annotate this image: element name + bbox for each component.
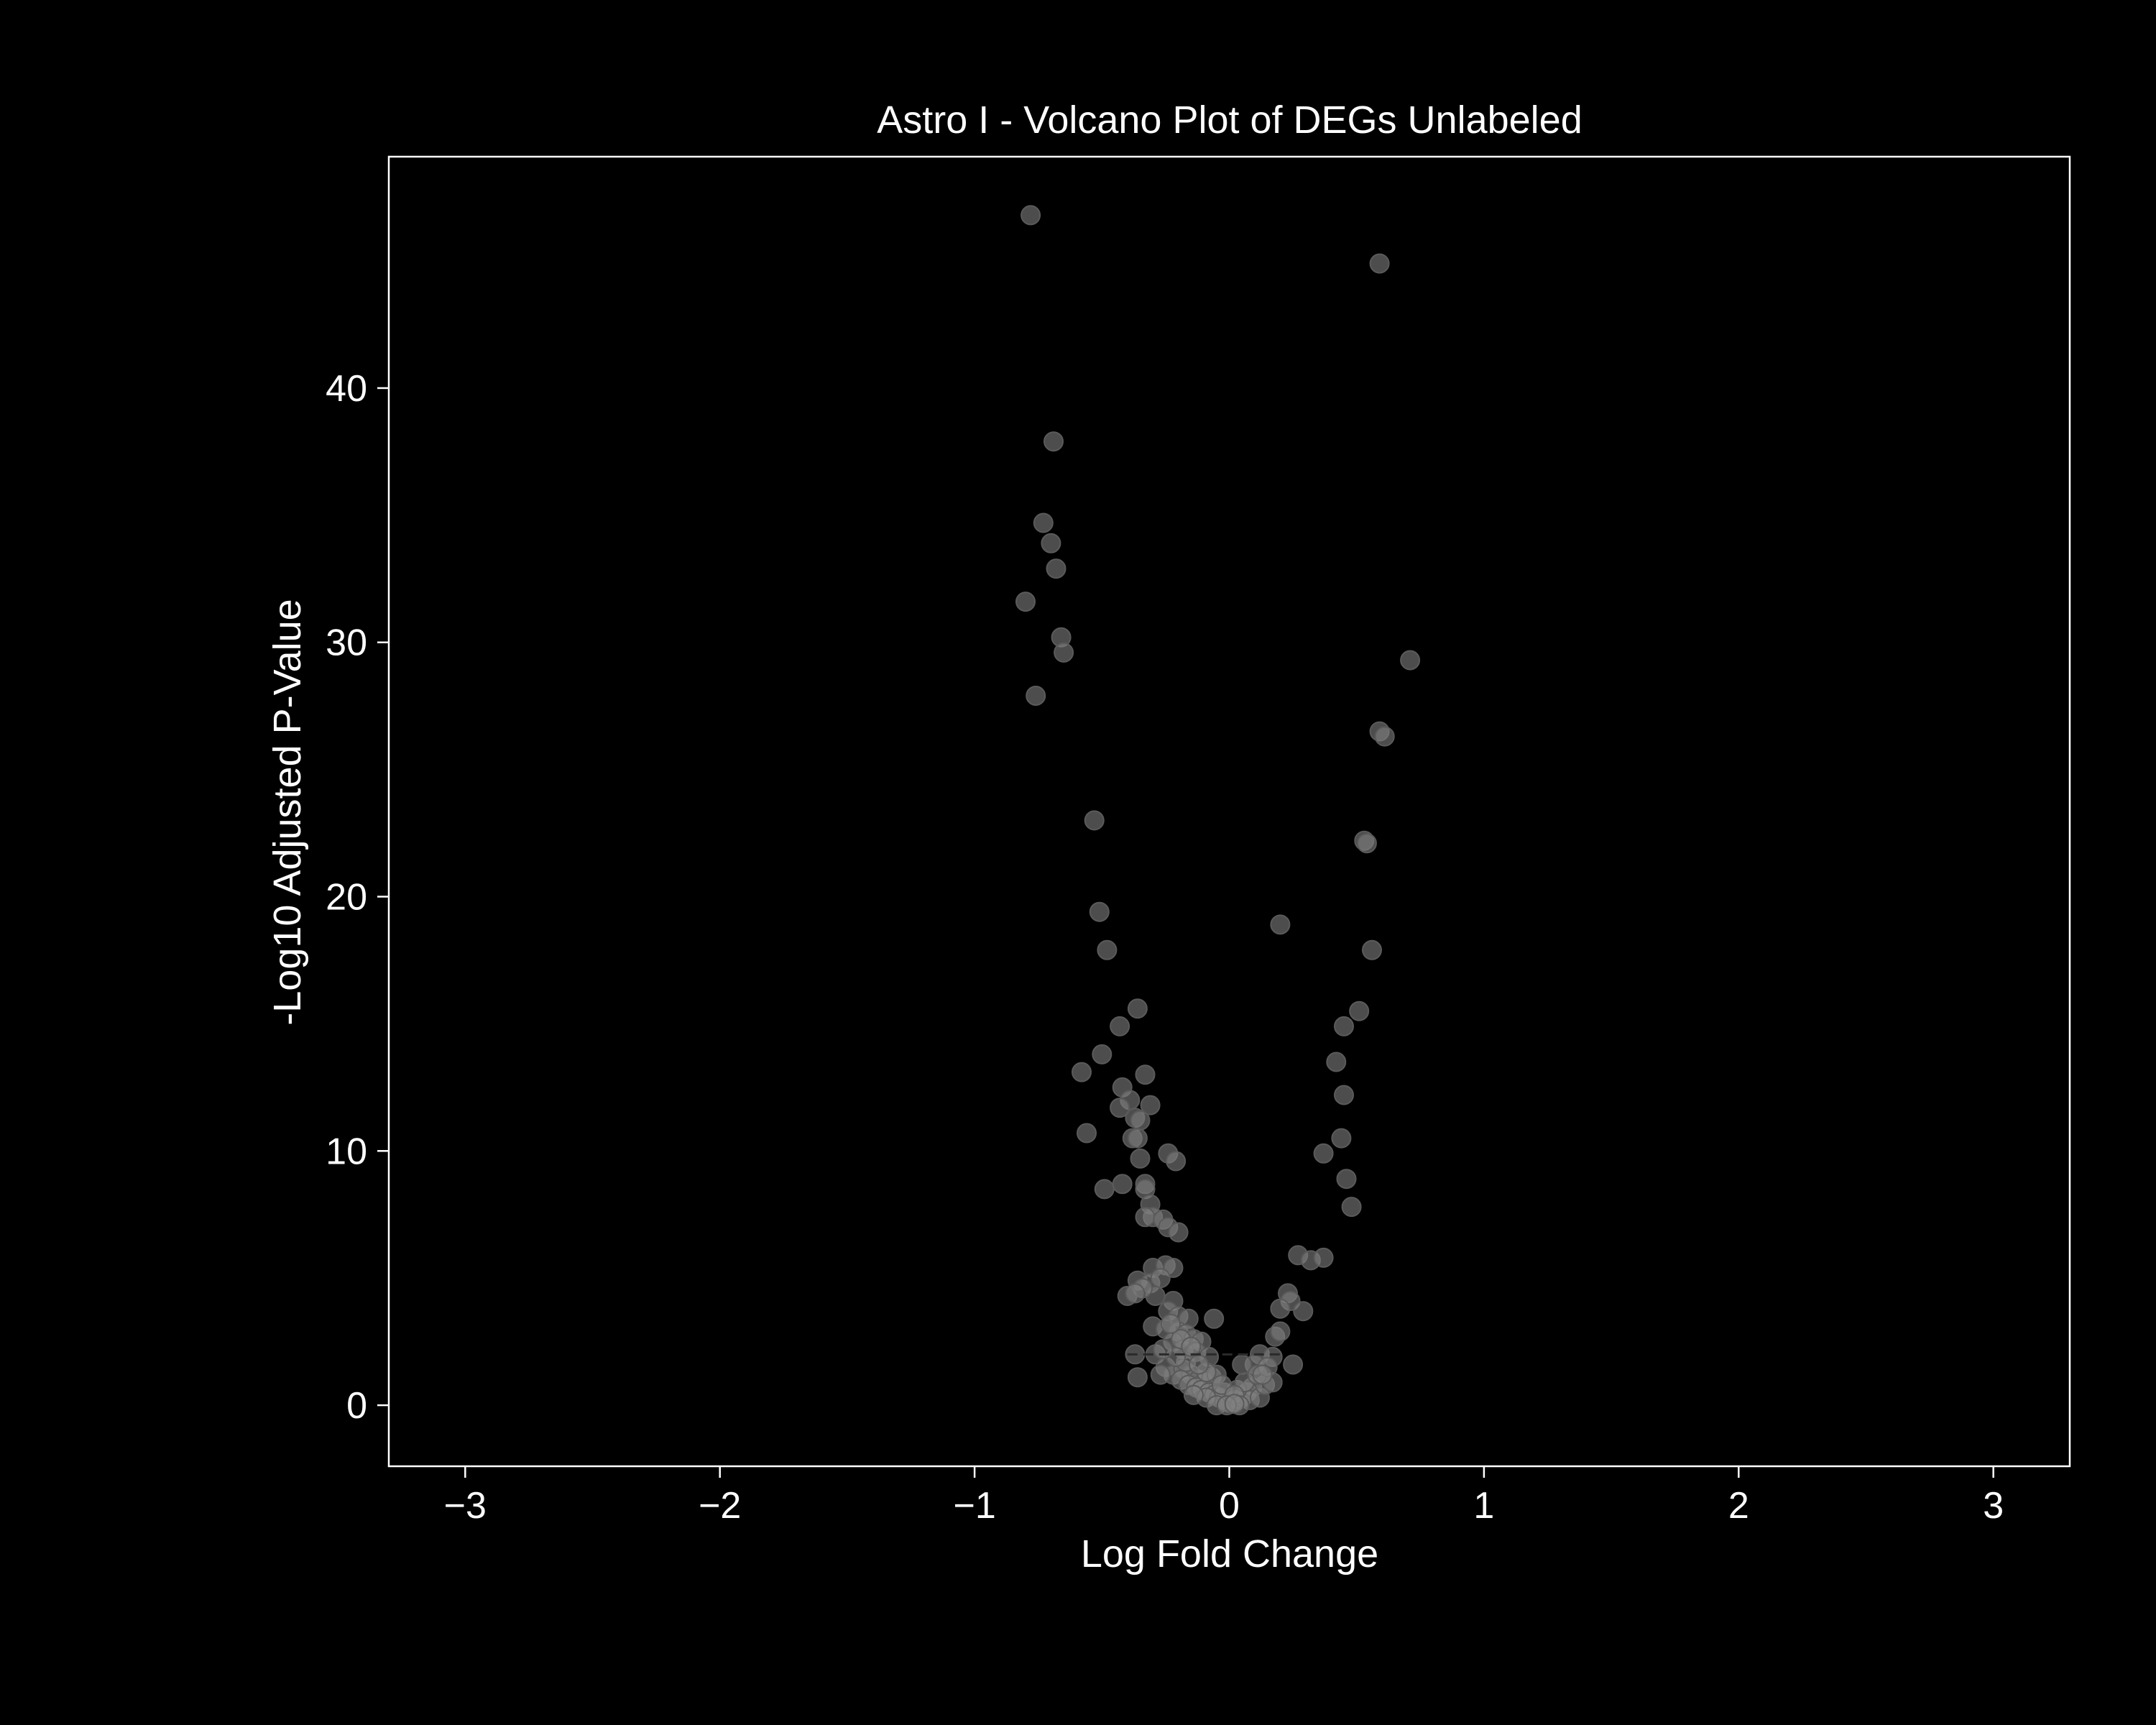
y-tick-label: 20 [326, 877, 367, 919]
data-point [1112, 1174, 1133, 1195]
data-point [1072, 1062, 1092, 1082]
data-point [1224, 1394, 1245, 1414]
data-point [1270, 1321, 1291, 1342]
data-point [1168, 1222, 1189, 1243]
data-point [1356, 833, 1377, 854]
data-point [1336, 1169, 1357, 1190]
x-tick-label: −3 [444, 1485, 487, 1527]
data-point [1015, 592, 1036, 612]
data-point [1044, 431, 1064, 452]
data-point [1110, 1016, 1130, 1036]
y-axis-ticks: 0 10 20 30 40 [326, 368, 389, 1427]
data-point [1127, 998, 1148, 1019]
x-tick-label: −1 [953, 1485, 995, 1527]
data-point [1026, 686, 1046, 706]
data-point [1046, 558, 1067, 579]
x-tick-label: 2 [1728, 1485, 1749, 1527]
data-point [1110, 1098, 1130, 1118]
x-tick-label: 0 [1219, 1485, 1240, 1527]
data-point [1189, 1354, 1209, 1375]
x-tick-label: −2 [699, 1485, 741, 1527]
y-axis-label: -Log10 Adjusted P-Value [266, 599, 309, 1025]
data-point [1127, 1367, 1148, 1388]
data-point [1349, 1000, 1370, 1021]
data-point [1084, 810, 1105, 831]
data-point [1125, 1283, 1146, 1304]
data-point [1153, 1339, 1174, 1360]
chart-title: Astro I - Volcano Plot of DEGs Unlabeled [877, 98, 1583, 142]
data-point [1077, 1123, 1097, 1144]
x-tick-label: 1 [1473, 1485, 1494, 1527]
data-point [1140, 1095, 1161, 1116]
data-point [1166, 1151, 1187, 1172]
data-point [1252, 1364, 1273, 1385]
data-point [1369, 253, 1390, 274]
data-point [1033, 512, 1054, 533]
data-point [1313, 1247, 1334, 1268]
x-tick-label: 3 [1983, 1485, 2004, 1527]
data-point [1161, 1313, 1181, 1334]
y-tick-label: 10 [326, 1131, 367, 1172]
data-point [1092, 1044, 1112, 1064]
data-point [1341, 1197, 1362, 1218]
data-point [1127, 1128, 1148, 1149]
data-point [1362, 939, 1382, 960]
data-point [1334, 1085, 1354, 1105]
data-point [1097, 939, 1118, 960]
data-point [1041, 533, 1061, 553]
data-point [1130, 1110, 1151, 1131]
data-point [1135, 1207, 1156, 1228]
data-point [1331, 1128, 1352, 1149]
data-point [1130, 1148, 1151, 1169]
data-point [1293, 1301, 1314, 1322]
data-point [1054, 642, 1074, 663]
data-point [1135, 1064, 1156, 1085]
data-point [1150, 1364, 1171, 1385]
data-point [1313, 1143, 1334, 1164]
x-axis-label: Log Fold Change [1081, 1532, 1378, 1576]
data-point [1183, 1384, 1204, 1405]
data-point [1089, 901, 1110, 922]
data-point [1283, 1354, 1304, 1375]
data-point [1334, 1016, 1354, 1036]
data-point [1204, 1308, 1225, 1329]
data-point [1021, 205, 1041, 226]
data-point [1326, 1052, 1347, 1072]
data-point [1400, 650, 1421, 671]
points-layer [1015, 205, 1421, 1416]
data-point [1150, 1268, 1171, 1289]
y-tick-label: 40 [326, 368, 367, 410]
y-tick-label: 0 [346, 1385, 367, 1427]
data-point [1181, 1336, 1202, 1357]
y-tick-label: 30 [326, 622, 367, 664]
data-point [1094, 1179, 1115, 1200]
data-point [1270, 1298, 1291, 1319]
x-axis-ticks: −3 −2 −1 0 1 2 3 [444, 1466, 2004, 1527]
data-point [1374, 726, 1395, 747]
data-point [1270, 914, 1291, 935]
